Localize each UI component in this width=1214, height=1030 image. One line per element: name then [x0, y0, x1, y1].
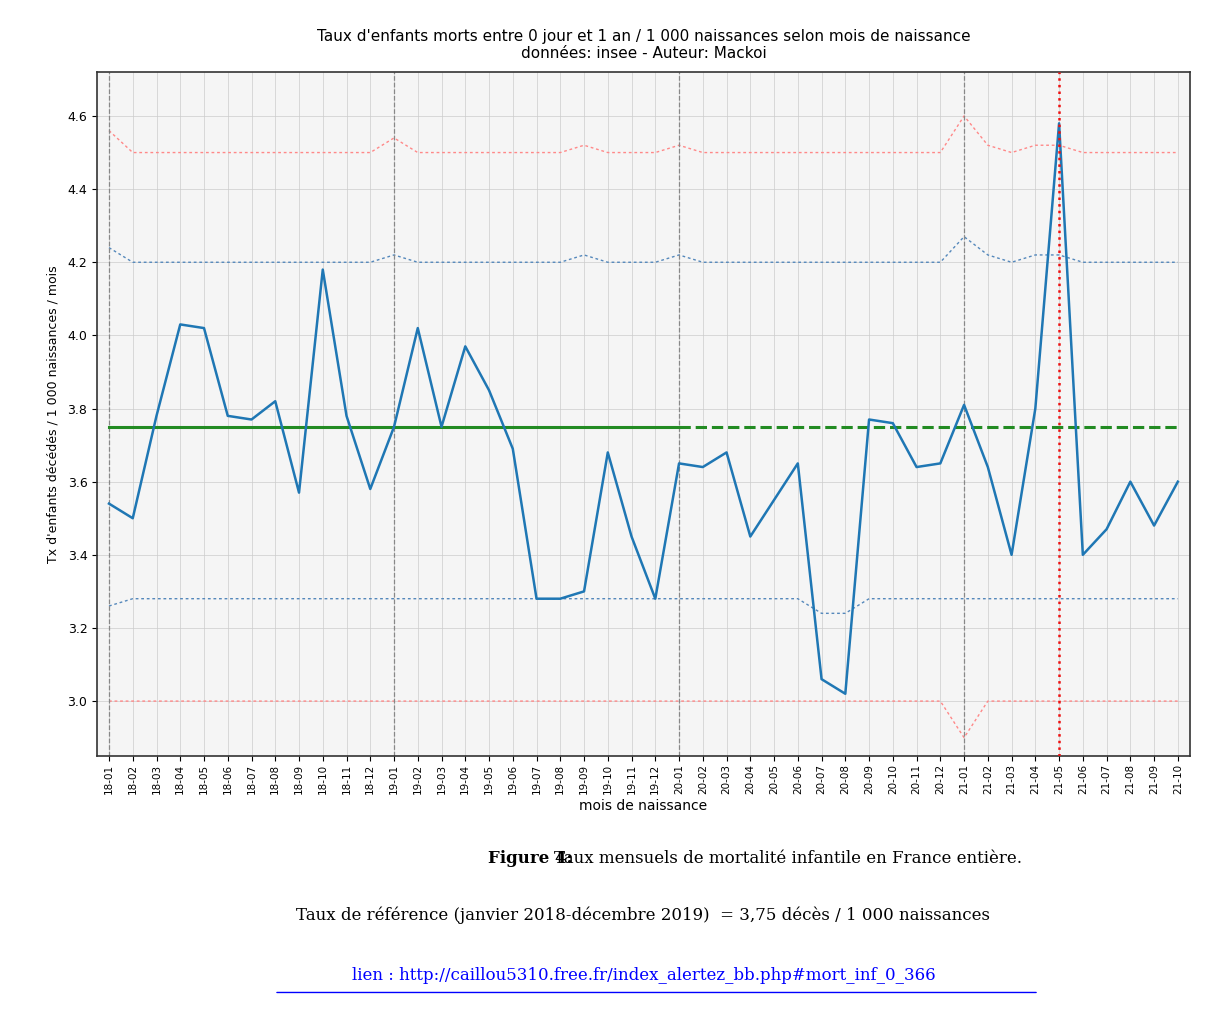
Text: Taux mensuels de mortalité infantile en France entière.: Taux mensuels de mortalité infantile en … — [554, 851, 1022, 867]
Title: Taux d'enfants morts entre 0 jour et 1 an / 1 000 naissances selon mois de naiss: Taux d'enfants morts entre 0 jour et 1 a… — [317, 29, 970, 61]
Text: lien : http://caillou5310.free.fr/index_alertez_bb.php#mort_inf_0_366: lien : http://caillou5310.free.fr/index_… — [352, 967, 935, 984]
Text: Figure 4:: Figure 4: — [488, 851, 573, 867]
X-axis label: mois de naissance: mois de naissance — [579, 799, 708, 814]
Y-axis label: Tx d'enfants décédés / 1 000 naissances / mois: Tx d'enfants décédés / 1 000 naissances … — [46, 265, 59, 562]
Text: Taux de référence (janvier 2018-décembre 2019)  = 3,75 décès / 1 000 naissances: Taux de référence (janvier 2018-décembre… — [296, 906, 991, 924]
